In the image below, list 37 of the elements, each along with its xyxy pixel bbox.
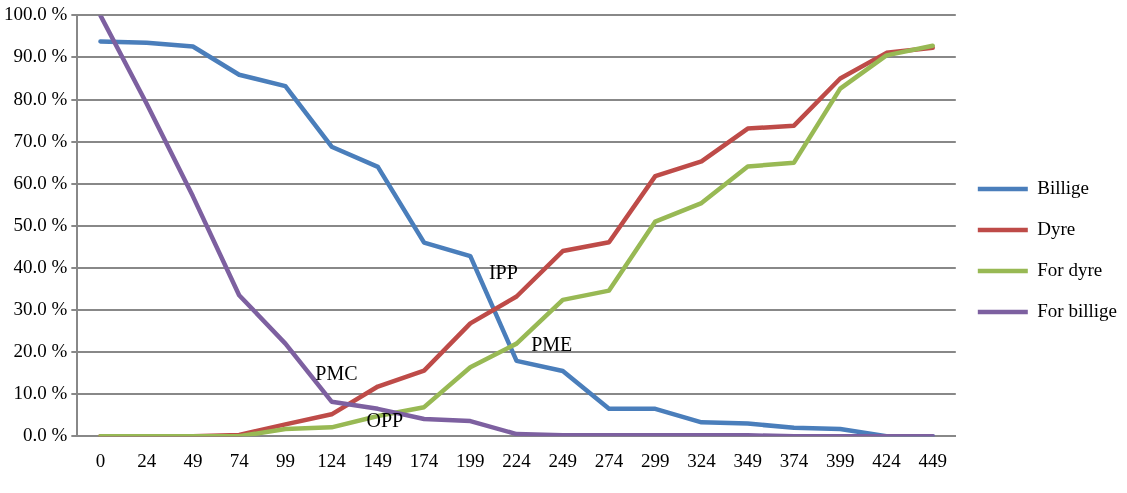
x-tick-label: 374	[779, 449, 809, 471]
x-tick-label: 424	[872, 449, 902, 471]
legend-label: Billige	[1037, 176, 1090, 198]
x-tick-label: 349	[733, 449, 762, 471]
x-tick-label: 399	[825, 449, 855, 471]
x-tick-label: 74	[229, 449, 250, 471]
x-tick-label: 49	[183, 449, 203, 471]
y-tick-label: 20.0 %	[13, 340, 68, 362]
x-tick-label: 0	[95, 449, 106, 471]
annotation: IPP	[488, 261, 518, 284]
x-tick-label: 449	[918, 449, 947, 471]
x-tick-label: 299	[641, 449, 670, 471]
x-tick-label: 199	[456, 449, 485, 471]
x-tick-label: 99	[275, 449, 295, 471]
annotation: PMC	[315, 362, 358, 385]
y-tick-label: 70.0 %	[13, 129, 68, 151]
y-tick-label: 30.0 %	[13, 297, 68, 319]
y-tick-label: 100.0 %	[4, 3, 68, 25]
y-tick-label: 60.0 %	[13, 171, 68, 193]
x-tick-label: 124	[317, 449, 347, 471]
annotation: PME	[531, 332, 573, 355]
y-tick-label: 80.0 %	[13, 87, 68, 109]
y-tick-label: 0.0 %	[23, 424, 68, 446]
legend-label: For billige	[1037, 299, 1118, 321]
y-tick-label: 90.0 %	[13, 45, 68, 67]
x-tick-label: 149	[363, 449, 393, 471]
y-tick-label: 40.0 %	[13, 255, 68, 277]
x-tick-label: 24	[137, 449, 157, 471]
x-tick-label: 324	[687, 449, 717, 471]
x-tick-label: 224	[502, 449, 532, 471]
x-tick-label: 274	[594, 449, 624, 471]
y-tick-label: 50.0 %	[13, 213, 68, 235]
legend-label: For dyre	[1037, 258, 1103, 280]
legend-label: Dyre	[1037, 217, 1076, 239]
x-tick-label: 249	[548, 449, 578, 471]
x-tick-label: 174	[409, 449, 439, 471]
y-tick-label: 10.0 %	[13, 382, 68, 404]
